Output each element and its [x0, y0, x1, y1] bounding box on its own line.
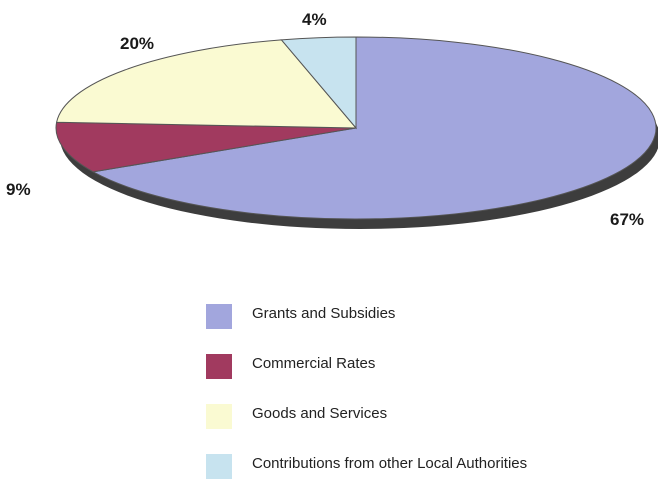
pie-slice-grants [91, 36, 657, 220]
slice-label-goods-services: 20% [120, 34, 155, 53]
pie-chart [55, 36, 658, 229]
legend-swatch-commercial-rates [206, 354, 232, 379]
legend-item-commercial-rates: Commercial Rates [206, 350, 646, 379]
legend-swatch-contributions [206, 454, 232, 479]
pie-slice-contributions [280, 36, 357, 130]
pie-slice-goods-services [55, 39, 358, 129]
slice-label-commercial-rates: 9% [6, 180, 31, 199]
legend-label-grants: Grants and Subsidies [252, 305, 396, 322]
legend-label-goods-services: Goods and Services [252, 405, 388, 422]
chart-legend: Grants and Subsidies Commercial Rates Go… [206, 300, 646, 500]
legend-item-goods-services: Goods and Services [206, 400, 646, 429]
slice-label-grants: 67% [610, 210, 645, 229]
pie-slice-commercial-rates [55, 121, 357, 173]
legend-label-contributions: Contributions from other Local Authoriti… [252, 455, 528, 472]
legend-item-grants: Grants and Subsidies [206, 300, 646, 329]
slice-label-contributions: 4% [302, 10, 327, 29]
legend-item-contributions: Contributions from other Local Authoriti… [206, 450, 646, 479]
legend-swatch-goods-services [206, 404, 232, 429]
legend-swatch-grants [206, 304, 232, 329]
legend-label-commercial-rates: Commercial Rates [252, 355, 376, 372]
